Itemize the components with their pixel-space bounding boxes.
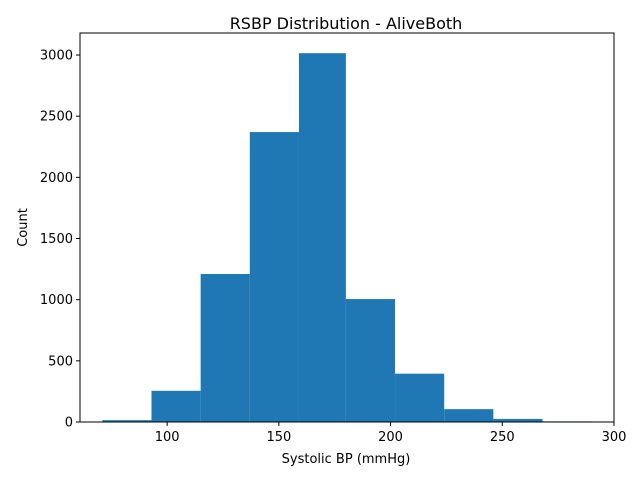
y-tick-label: 1500 — [40, 232, 73, 247]
x-tick-label: 300 — [602, 430, 627, 445]
bars-group — [102, 53, 592, 423]
y-tick-label: 500 — [48, 354, 73, 369]
histogram-bar — [151, 390, 201, 422]
histogram-bar — [345, 299, 396, 422]
y-tick-label: 3000 — [40, 49, 73, 64]
x-axis-label: Systolic BP (mmHg) — [282, 452, 411, 467]
histogram-bar — [249, 132, 299, 422]
histogram-bar — [298, 53, 346, 423]
chart-title: RSBP Distribution - AliveBoth — [230, 14, 463, 33]
histogram-bar — [200, 273, 250, 422]
y-axis: 0 500 1000 1500 2000 2500 3000 — [40, 49, 80, 431]
x-tick-label: 100 — [155, 430, 180, 445]
x-tick-label: 150 — [266, 430, 291, 445]
plot-frame — [79, 32, 615, 423]
histogram-bar — [102, 420, 152, 422]
histogram-bar — [395, 373, 445, 422]
y-tick-label: 0 — [65, 416, 73, 431]
x-tick-label: 250 — [490, 430, 515, 445]
x-tick-label: 200 — [378, 430, 403, 445]
y-tick-label: 2500 — [40, 110, 73, 125]
x-axis: 100 150 200 250 300 — [155, 422, 627, 445]
y-tick-label: 1000 — [40, 293, 73, 308]
histogram-bar — [493, 418, 543, 422]
y-axis-label: Count — [16, 208, 31, 247]
y-tick-label: 2000 — [40, 171, 73, 186]
histogram-bar — [444, 409, 494, 422]
